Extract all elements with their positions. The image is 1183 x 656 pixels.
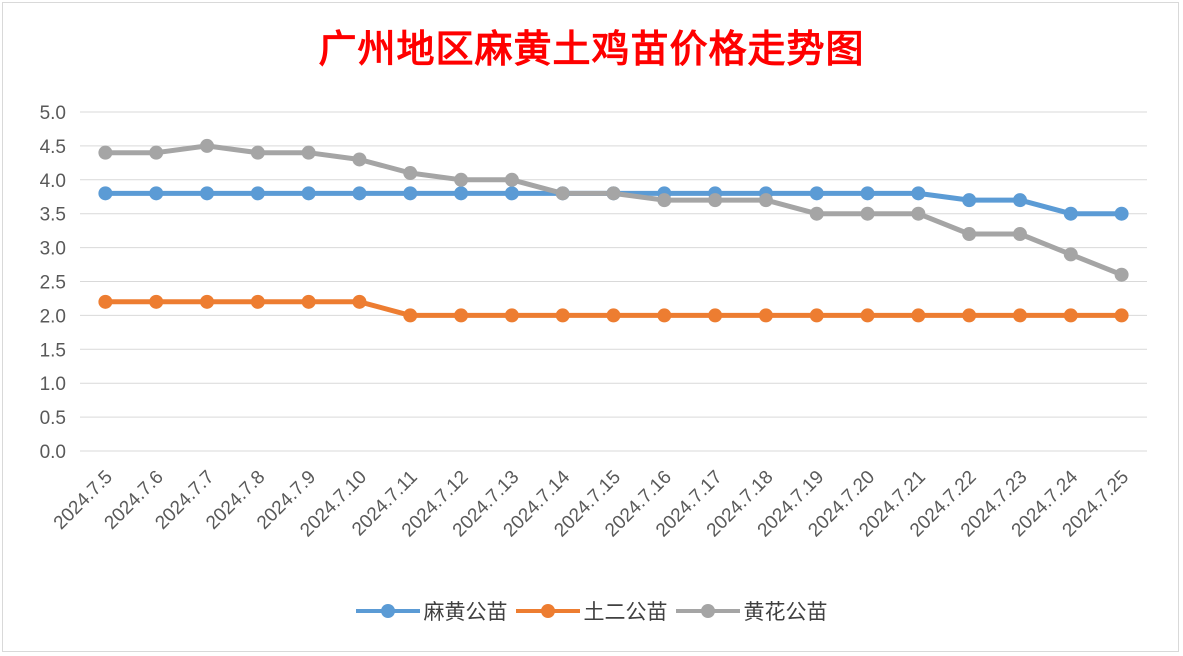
data-point [758,308,773,323]
data-point [454,186,469,201]
data-point [200,186,215,201]
data-point [1012,193,1027,208]
data-point [250,145,265,160]
data-point [504,186,519,201]
data-point [1063,308,1078,323]
data-point [809,308,824,323]
legend-label: 土二公苗 [583,600,668,624]
data-point [657,193,672,208]
data-point [352,294,367,309]
y-tick-label: 4.5 [40,137,66,158]
y-tick-label: 0.0 [40,442,66,463]
data-point [352,152,367,167]
data-point [962,308,977,323]
data-point [809,186,824,201]
y-tick-label: 2.0 [40,306,66,327]
data-point [657,308,672,323]
data-point [606,186,621,201]
data-point [352,186,367,201]
data-point [149,145,164,160]
data-point [98,186,113,201]
y-tick-label: 2.5 [40,273,66,294]
data-point [301,294,316,309]
data-point [149,294,164,309]
data-point [708,193,723,208]
data-point [454,308,469,323]
data-point [860,186,875,201]
chart-title: 广州地区麻黄土鸡苗价格走势图 [318,26,865,71]
series-points [98,138,1129,323]
data-point [758,193,773,208]
legend-item: 黄花公苗 [675,596,828,626]
data-point [1063,206,1078,221]
y-tick-label: 1.0 [40,374,66,395]
y-tick-label: 1.5 [40,340,66,361]
legend-label: 麻黄公苗 [423,600,508,624]
data-point [200,138,215,153]
data-point [250,294,265,309]
data-point [1114,206,1129,221]
legend-item: 麻黄公苗 [355,596,508,626]
y-axis-ticks: 0.0 0.5 1.0 1.5 2.0 2.5 3.0 3.5 4.0 4.5 5.0 [40,103,66,463]
chart-legend: 麻黄公苗 土二公苗 黄花公苗 [0,596,1183,626]
legend-swatch [355,601,420,621]
y-tick-label: 4.0 [40,171,66,192]
data-point [860,206,875,221]
data-point [555,308,570,323]
data-point [1012,308,1027,323]
series-line-2 [105,143,1123,278]
gridlines [80,111,1147,452]
y-tick-label: 0.5 [40,408,66,429]
data-point [1063,247,1078,262]
legend-swatch [515,601,580,621]
x-axis-ticks: 2024.7.52024.7.62024.7.72024.7.82024.7.9… [50,466,1133,541]
data-point [911,186,926,201]
data-point [149,186,164,201]
data-point [809,206,824,221]
data-point [301,145,316,160]
y-tick-label: 3.0 [40,239,66,260]
data-point [1114,308,1129,323]
legend-label: 黄花公苗 [743,600,828,624]
data-point [200,294,215,309]
data-point [911,308,926,323]
legend-item: 土二公苗 [515,596,668,626]
y-tick-label: 5.0 [40,103,66,124]
data-point [860,308,875,323]
data-point [98,294,113,309]
data-point [504,308,519,323]
data-point [98,145,113,160]
data-point [962,193,977,208]
data-point [962,227,977,242]
data-point [403,186,418,201]
data-point [1114,267,1129,282]
y-tick-label: 3.5 [40,205,66,226]
data-point [555,186,570,201]
data-point [250,186,265,201]
data-point [1012,227,1027,242]
data-point [504,172,519,187]
data-point [708,308,723,323]
data-point [606,308,621,323]
data-point [911,206,926,221]
legend-swatch [675,601,740,621]
data-point [301,186,316,201]
data-point [403,308,418,323]
data-point [454,172,469,187]
data-point [403,166,418,181]
